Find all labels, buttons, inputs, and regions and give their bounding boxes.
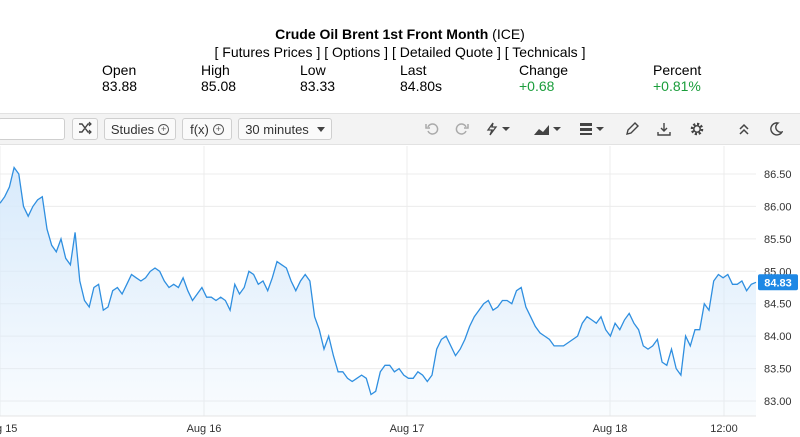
page-title: Crude Oil Brent 1st Front Month (ICE) bbox=[0, 26, 800, 42]
last-value-label: 84.83 bbox=[764, 277, 792, 289]
percent-stat: Percent +0.81% bbox=[653, 62, 701, 94]
download-icon[interactable] bbox=[656, 119, 672, 139]
change-stat: Change +0.68 bbox=[519, 62, 568, 94]
interval-label: 30 minutes bbox=[245, 121, 309, 137]
add-fx-icon: + bbox=[212, 123, 224, 135]
redo-icon[interactable] bbox=[454, 119, 470, 139]
moon-icon[interactable] bbox=[769, 119, 783, 139]
quote-links: [ Futures Prices ] [ Options ] [ Detaile… bbox=[0, 44, 800, 60]
y-tick-label: 83.50 bbox=[764, 364, 792, 376]
symbol-input[interactable] bbox=[0, 118, 65, 140]
last-stat: Last 84.80s bbox=[400, 62, 442, 94]
x-tick-label: Aug 18 bbox=[593, 423, 628, 435]
last-value-badge bbox=[758, 274, 798, 291]
percent-label: Percent bbox=[653, 62, 702, 78]
interval-select[interactable]: 30 minutes bbox=[238, 118, 332, 140]
x-tick-label: 12:00 bbox=[710, 423, 738, 435]
studies-button[interactable]: Studies + bbox=[104, 118, 176, 140]
high-label: High bbox=[201, 62, 230, 78]
y-tick-label: 84.00 bbox=[764, 331, 792, 343]
low-stat: Low 83.33 bbox=[300, 62, 335, 94]
y-tick-label: 86.50 bbox=[764, 169, 792, 181]
x-tick-label: Aug 16 bbox=[187, 423, 222, 435]
percent-value: +0.81% bbox=[653, 78, 701, 94]
chart-toolbar: Studies + f(x) + 30 minutes bbox=[0, 113, 800, 145]
gear-icon[interactable] bbox=[689, 119, 705, 139]
price-chart[interactable]: 83.00 83.50 84.00 84.50 85.00 85.50 86.00 86.50… bbox=[0, 146, 800, 437]
y-tick-label: 85.50 bbox=[764, 234, 792, 246]
chart-type-icon[interactable] bbox=[532, 119, 562, 139]
change-label: Change bbox=[519, 62, 569, 78]
undo-icon[interactable] bbox=[424, 119, 440, 139]
low-label: Low bbox=[300, 62, 326, 78]
high-value: 85.08 bbox=[201, 78, 237, 94]
chart-svg[interactable]: 83.0083.5084.0084.5085.0085.5086.0086.50… bbox=[0, 146, 800, 437]
chevron-down-icon bbox=[316, 126, 325, 132]
low-value: 83.33 bbox=[300, 78, 336, 94]
instrument-name: Crude Oil Brent 1st Front Month bbox=[275, 26, 489, 42]
exchange-label: (ICE) bbox=[492, 26, 525, 42]
y-tick-label: 83.00 bbox=[764, 396, 792, 408]
collapse-icon[interactable] bbox=[737, 119, 751, 139]
compare-button[interactable] bbox=[72, 118, 98, 140]
fx-button[interactable]: f(x) + bbox=[182, 118, 232, 140]
fx-label: f(x) bbox=[190, 121, 209, 137]
quote-header: Crude Oil Brent 1st Front Month (ICE) [ … bbox=[0, 0, 800, 112]
price-area bbox=[0, 167, 756, 416]
open-label: Open bbox=[102, 62, 137, 78]
x-tick-label: Aug 17 bbox=[390, 423, 425, 435]
last-label: Last bbox=[400, 62, 427, 78]
high-stat: High 85.08 bbox=[201, 62, 236, 94]
open-value: 83.88 bbox=[102, 78, 138, 94]
y-tick-label: 86.00 bbox=[764, 201, 792, 213]
options-link[interactable]: [ Options ] bbox=[324, 44, 389, 60]
change-value: +0.68 bbox=[519, 78, 555, 94]
shuffle-icon bbox=[78, 121, 92, 138]
x-tick-label: Aug 15 bbox=[0, 423, 17, 435]
pencil-icon[interactable] bbox=[624, 119, 640, 139]
last-value: 84.80s bbox=[400, 78, 443, 94]
open-stat: Open 83.88 bbox=[102, 62, 137, 94]
detailed-quote-link[interactable]: [ Detailed Quote ] bbox=[391, 44, 501, 60]
layout-icon[interactable] bbox=[578, 119, 606, 139]
quote-summary: Open 83.88 High 85.08 Low 83.33 Last 84.… bbox=[0, 62, 800, 96]
lightning-icon[interactable] bbox=[484, 119, 512, 139]
price-line bbox=[0, 165, 757, 396]
futures-prices-link[interactable]: [ Futures Prices ] bbox=[214, 44, 321, 60]
technicals-link[interactable]: [ Technicals ] bbox=[504, 44, 586, 60]
add-studies-icon: + bbox=[158, 123, 170, 135]
studies-label: Studies bbox=[110, 121, 155, 137]
y-tick-label: 84.50 bbox=[764, 299, 792, 311]
